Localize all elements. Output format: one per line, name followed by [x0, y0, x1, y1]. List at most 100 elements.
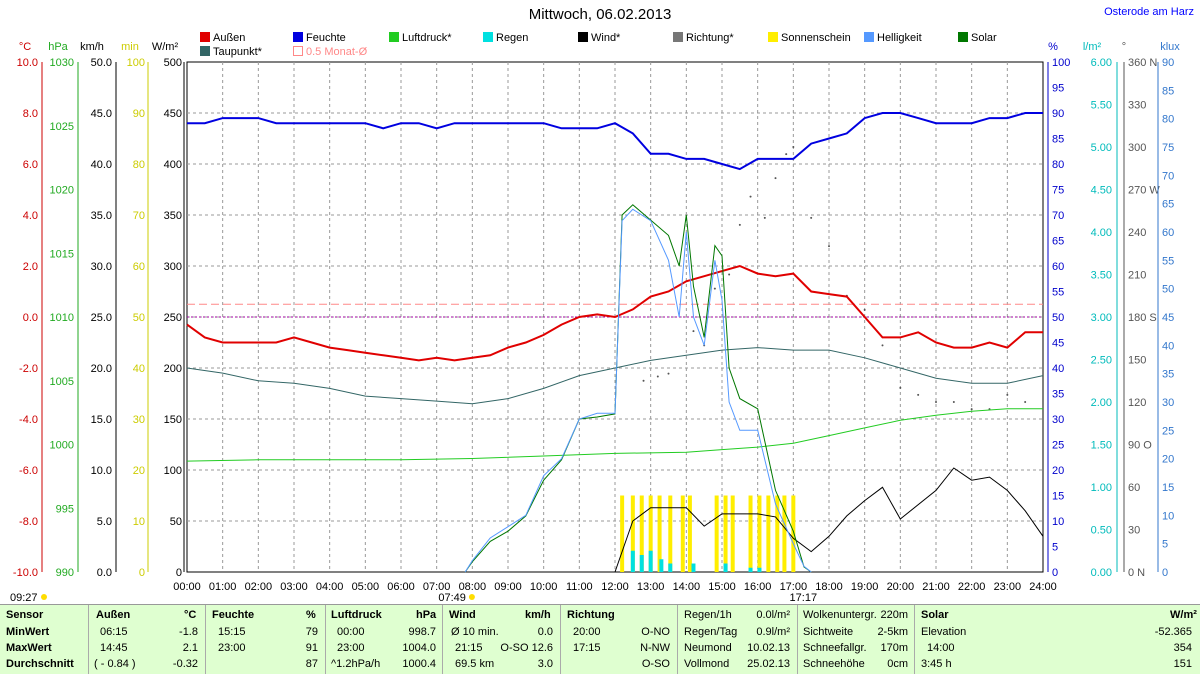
richtung-max-time: 17:15	[573, 642, 601, 654]
stats-table: Sensor MinWert MaxWert Durchschnitt Auße…	[0, 604, 1200, 674]
direction-point	[728, 273, 731, 276]
direction-point	[749, 195, 752, 198]
solar-tick-label: 100	[164, 465, 182, 477]
pressure-tick-label: 1005	[50, 376, 74, 388]
direction-tick-label: 60	[1128, 482, 1140, 494]
legend-item: Helligkeit	[864, 32, 922, 44]
x-tick-label: 23:00	[994, 581, 1022, 593]
sunshine-bar	[680, 495, 685, 572]
series-line	[186, 408, 1043, 462]
solar-max-time: 14:00	[927, 642, 955, 654]
legend-swatch	[768, 32, 778, 42]
humidity-tick-label: 35	[1052, 389, 1064, 401]
direction-tick-label: 120	[1128, 397, 1146, 409]
x-tick-label: 17:00	[780, 581, 808, 593]
regen-1h-label: Regen/1h	[684, 609, 732, 621]
wind-header: Wind	[449, 609, 476, 621]
regen-1h: 0.0l/m²	[756, 609, 790, 621]
corner-time: 09:27	[10, 592, 38, 604]
regen-tag: 0.9l/m²	[756, 626, 790, 638]
rain-bar	[648, 550, 653, 572]
luftdruck-max: 1004.0	[402, 642, 436, 654]
legend-item: Außen	[200, 32, 245, 44]
sunshine-bar	[748, 495, 753, 572]
rain-bar	[691, 563, 696, 572]
rain-tick-label: 3.00	[1091, 312, 1112, 324]
legend-label: Taupunkt*	[213, 46, 262, 58]
solar-tick-label: 50	[170, 516, 182, 528]
x-tick-label: 22:00	[958, 581, 986, 593]
direction-tick-label: 240	[1128, 227, 1146, 239]
humidity-tick-label: 70	[1052, 210, 1064, 222]
axis-unit-label: °C	[19, 41, 31, 53]
direction-point	[785, 153, 788, 156]
direction-point	[828, 245, 830, 248]
humidity-tick-label: 100	[1052, 57, 1070, 69]
x-tick-label: 10:00	[530, 581, 558, 593]
solar-tick-label: 250	[164, 312, 182, 324]
sunset-label: 17:17	[790, 592, 818, 604]
klux-tick-label: 45	[1162, 312, 1174, 324]
divider	[325, 605, 326, 674]
row-label-max: MaxWert	[6, 642, 52, 654]
wolken-label: Wolkenuntergr.	[803, 609, 877, 621]
series-line	[464, 208, 812, 573]
wind-tick-label: 0.0	[97, 567, 112, 579]
axis-unit-label: km/h	[80, 41, 104, 53]
elevation: -52.365	[1154, 626, 1192, 638]
sunshine-tick-label: 60	[133, 261, 145, 273]
sicht-label: Sichtweite	[803, 626, 854, 638]
wind-tick-label: 10.0	[91, 465, 112, 477]
direction-tick-label: 150	[1128, 355, 1146, 367]
sunshine-bar	[791, 495, 796, 572]
richtung-max: N-NW	[640, 642, 670, 654]
humidity-tick-label: 0	[1052, 567, 1058, 579]
series-line	[186, 264, 1043, 362]
sunshine-bar	[668, 495, 673, 572]
wind-tick-label: 35.0	[91, 210, 112, 222]
humidity-tick-label: 10	[1052, 516, 1064, 528]
location-link[interactable]: Osterode am Harz	[1104, 6, 1194, 18]
sunshine-bar	[657, 495, 662, 572]
aussen-min-time: 06:15	[100, 626, 128, 638]
sunshine-bar	[723, 495, 728, 572]
legend-label: 0.5 Monat-Ø	[306, 46, 368, 58]
luftdruck-avg: 1000.4	[402, 658, 436, 670]
rain-tick-label: 2.50	[1091, 355, 1112, 367]
divider	[914, 605, 915, 674]
legend-item: Solar	[958, 32, 997, 44]
direction-point	[667, 372, 670, 375]
vollmond: 25.02.13	[747, 658, 790, 670]
klux-tick-label: 10	[1162, 510, 1174, 522]
klux-tick-label: 75	[1162, 142, 1174, 154]
x-tick-label: 12:00	[601, 581, 629, 593]
x-tick-label: 04:00	[316, 581, 344, 593]
rain-tick-label: 0.50	[1091, 525, 1112, 537]
corner-sun-marker	[41, 594, 47, 600]
wind-tick-label: 30.0	[91, 261, 112, 273]
sunshine-tick-label: 90	[133, 108, 145, 120]
temp-tick-label: 2.0	[23, 261, 38, 273]
legend-item: Feuchte	[293, 32, 346, 44]
direction-point	[970, 408, 973, 411]
axis-unit-label: °	[1122, 41, 1126, 53]
klux-tick-label: 5	[1162, 539, 1168, 551]
series-line	[464, 204, 812, 573]
humidity-tick-label: 85	[1052, 134, 1064, 146]
temp-tick-label: 6.0	[23, 159, 38, 171]
pressure-tick-label: 1030	[50, 57, 74, 69]
feuchte-min-time: 15:15	[218, 626, 246, 638]
klux-tick-label: 30	[1162, 397, 1174, 409]
solar-tick-label: 0	[176, 567, 182, 579]
rain-tick-label: 5.00	[1091, 142, 1112, 154]
direction-point	[1024, 401, 1027, 403]
wind-avg10: 0.0	[537, 626, 553, 638]
humidity-tick-label: 20	[1052, 465, 1064, 477]
sunshine-tick-label: 50	[133, 312, 145, 324]
legend-swatch	[389, 32, 399, 42]
feuchte-min: 79	[305, 626, 318, 638]
temp-tick-label: -2.0	[19, 363, 38, 375]
humidity-tick-label: 55	[1052, 287, 1064, 299]
feuchte-avg: 87	[305, 658, 318, 670]
sunshine-bar	[757, 495, 762, 572]
